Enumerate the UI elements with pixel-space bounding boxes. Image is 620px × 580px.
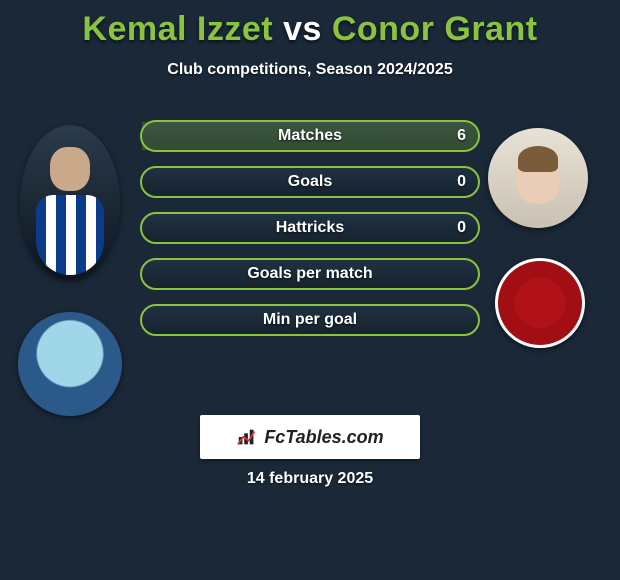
stat-bar: Goals per match (140, 258, 480, 290)
bar-label: Hattricks (142, 214, 478, 242)
page-title: Kemal Izzet vs Conor Grant (0, 0, 620, 49)
bar-label: Min per goal (142, 306, 478, 334)
bar-label: Goals (142, 168, 478, 196)
bar-label: Matches (142, 122, 478, 150)
club1-badge (18, 312, 122, 416)
chart-icon (236, 426, 258, 448)
stat-bar: 6Matches (140, 120, 480, 152)
brand-text: FcTables.com (264, 427, 383, 448)
club2-badge (495, 258, 585, 348)
player2-avatar (488, 128, 588, 228)
player1-avatar (20, 125, 120, 280)
stat-bar: Min per goal (140, 304, 480, 336)
stat-bar: 0Hattricks (140, 212, 480, 244)
comparison-card: Kemal Izzet vs Conor Grant Club competit… (0, 0, 620, 580)
date-text: 14 february 2025 (0, 470, 620, 488)
title-vs: vs (283, 10, 322, 48)
title-player2: Conor Grant (332, 10, 538, 48)
stat-bars: 6Matches 0Goals 0Hattricks Goals per match M… (140, 120, 480, 350)
subtitle: Club competitions, Season 2024/2025 (0, 61, 620, 79)
brand-box: FcTables.com (200, 415, 420, 459)
bar-label: Goals per match (142, 260, 478, 288)
title-player1: Kemal Izzet (82, 10, 273, 48)
stat-bar: 0Goals (140, 166, 480, 198)
